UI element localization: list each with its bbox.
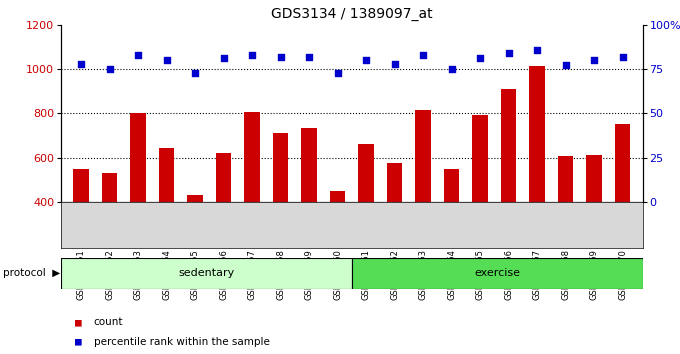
Bar [244, 112, 260, 290]
Bar [187, 195, 203, 290]
Text: protocol  ▶: protocol ▶ [3, 268, 61, 279]
Point [560, 63, 571, 68]
Point [446, 66, 457, 72]
FancyBboxPatch shape [352, 258, 643, 289]
Text: percentile rank within the sample: percentile rank within the sample [94, 337, 270, 347]
Bar [615, 124, 630, 290]
Point [247, 52, 258, 58]
Point [190, 70, 201, 75]
Bar [301, 128, 317, 290]
Point [104, 66, 115, 72]
Point [475, 56, 486, 61]
Bar [529, 66, 545, 290]
Point [333, 70, 343, 75]
Title: GDS3134 / 1389097_at: GDS3134 / 1389097_at [271, 7, 432, 21]
Point [617, 54, 628, 59]
Bar [131, 113, 146, 290]
Bar [216, 153, 231, 290]
Bar [102, 173, 118, 290]
Point [503, 50, 514, 56]
Point [418, 52, 428, 58]
Bar [330, 191, 345, 290]
Text: exercise: exercise [474, 268, 520, 279]
Point [532, 47, 543, 52]
Point [589, 57, 600, 63]
Text: sedentary: sedentary [178, 268, 235, 279]
Bar [415, 110, 431, 290]
Bar [558, 156, 573, 290]
Bar [473, 115, 488, 290]
Point [161, 57, 172, 63]
Point [304, 54, 315, 59]
Point [133, 52, 143, 58]
Point [389, 61, 400, 67]
Point [275, 54, 286, 59]
Text: ■: ■ [75, 317, 82, 327]
FancyBboxPatch shape [61, 258, 352, 289]
Point [218, 56, 229, 61]
Bar [387, 163, 403, 290]
Bar [159, 148, 175, 290]
Text: ■: ■ [75, 337, 82, 347]
Text: count: count [94, 317, 123, 327]
Bar [273, 133, 288, 290]
Bar [586, 155, 602, 290]
Point [360, 57, 371, 63]
Bar [358, 144, 374, 290]
Bar [444, 169, 460, 290]
Bar [500, 89, 517, 290]
Point [75, 61, 86, 67]
Bar [73, 169, 89, 290]
